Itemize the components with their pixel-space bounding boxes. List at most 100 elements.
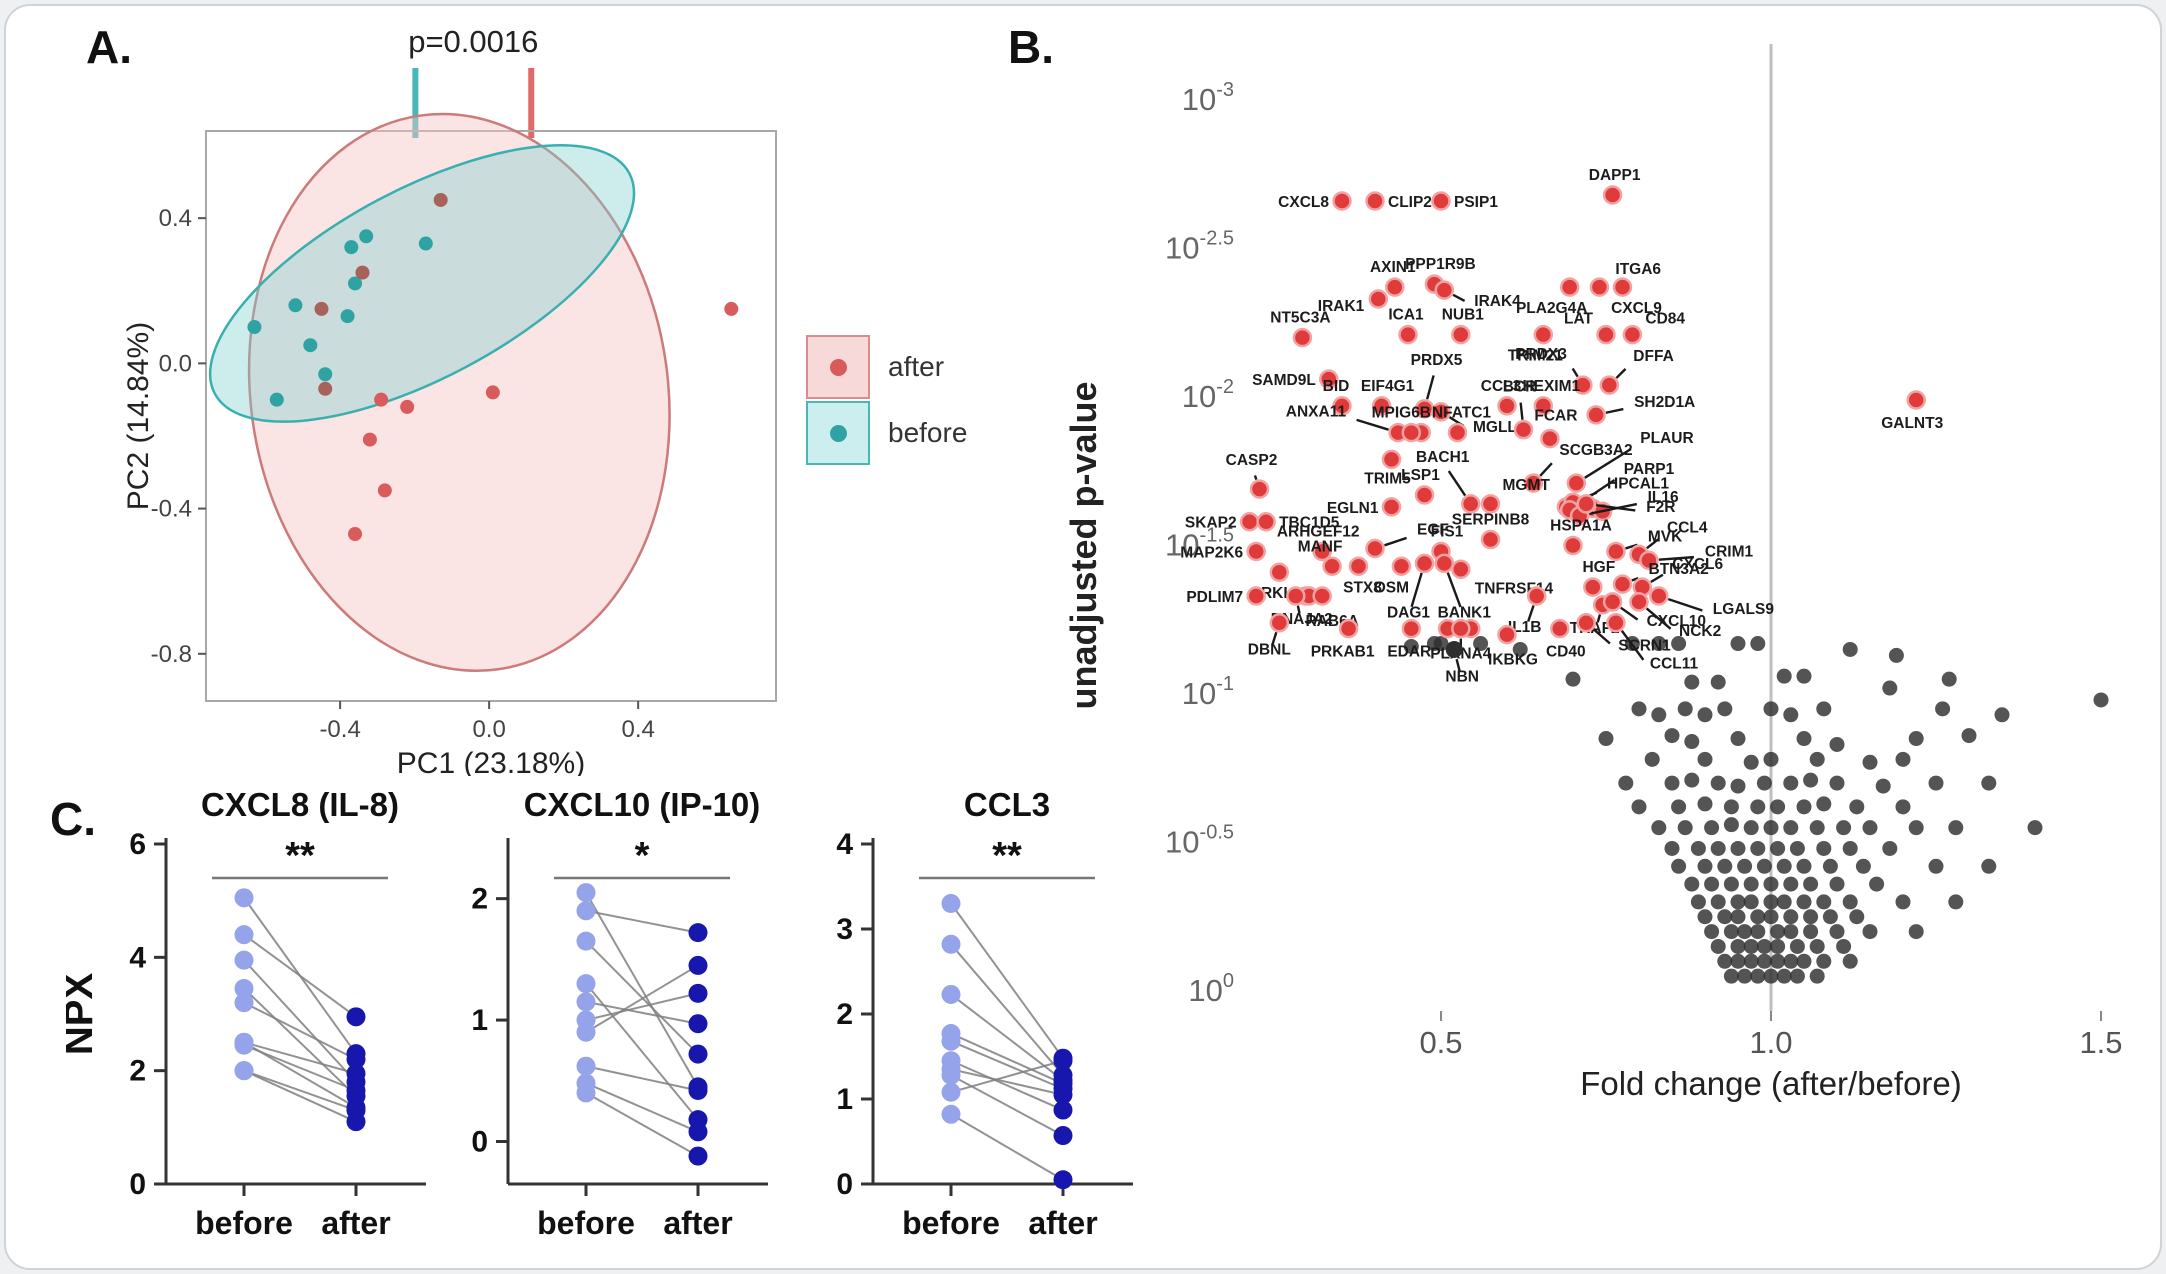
volcano-point-ns	[1948, 820, 1964, 836]
volcano-ytick: 10-2	[1182, 376, 1234, 414]
paired-xtick: before	[902, 1205, 1000, 1241]
volcano-gene-label: DBNL	[1248, 642, 1291, 659]
pair-line	[950, 1040, 1064, 1090]
volcano-point-ns	[1651, 820, 1667, 836]
volcano-point-ns	[1908, 731, 1924, 747]
volcano-point-ns	[1803, 876, 1819, 892]
pca-point-before	[247, 320, 262, 335]
volcano-point-ns	[1888, 647, 1904, 663]
volcano-point-sig	[1513, 419, 1534, 440]
label-leader-line	[1584, 447, 1632, 479]
volcano-point-ns	[1789, 938, 1805, 954]
volcano-gene-label: CCL3	[1481, 378, 1522, 395]
paired-point-before	[234, 1061, 254, 1081]
volcano-point-ns	[1869, 876, 1885, 892]
volcano-point-ns	[1750, 909, 1766, 925]
label-leader-line	[1615, 368, 1627, 379]
volcano-gene-label: CASP2	[1226, 452, 1278, 469]
volcano-point-ns	[1895, 894, 1911, 910]
volcano-gene-label: PARP1	[1624, 461, 1675, 478]
volcano-point-sig	[1540, 428, 1560, 449]
volcano-point-sig	[1434, 280, 1455, 300]
volcano-point-ns	[1783, 924, 1799, 940]
volcano-point-ns	[1783, 820, 1799, 836]
volcano-ylabel: unadjusted p-value	[1066, 381, 1104, 709]
label-leader-line	[1539, 462, 1553, 477]
pca-point-before	[288, 298, 303, 313]
volcano-point-ns	[1908, 924, 1924, 940]
panel-b-label: B.	[1008, 21, 1054, 73]
volcano-gene-label: LSP1	[1401, 467, 1440, 484]
volcano-point-ns	[1961, 728, 1977, 744]
volcano-point-ns	[1565, 671, 1581, 687]
volcano-point-sig	[1566, 473, 1587, 493]
volcano-point-sig	[1559, 277, 1580, 297]
volcano-point-ns	[1908, 820, 1924, 836]
volcano-gene-label: TRIM5	[1364, 470, 1411, 487]
paired-ytick: 2	[129, 1055, 146, 1088]
pca-p-value: p=0.0016	[408, 26, 538, 59]
legend-dot-icon	[829, 424, 847, 442]
volcano-point-sig	[1365, 191, 1385, 211]
volcano-point-ns	[1723, 876, 1739, 892]
volcano-point-sig	[1401, 618, 1422, 639]
volcano-point-ns	[1684, 876, 1700, 892]
volcano-point-sig	[1589, 277, 1610, 297]
paired-point-before	[576, 931, 596, 951]
volcano-point-ns	[1816, 894, 1832, 910]
volcano-point-ns	[1697, 751, 1713, 767]
volcano-gene-label: OSM	[1374, 579, 1409, 596]
volcano-gene-label: BID	[1323, 378, 1350, 395]
volcano-gene-label: HGF	[1582, 559, 1615, 576]
volcano-ytick: 10-1.5	[1165, 525, 1234, 563]
legend-label: before	[888, 417, 968, 448]
pca-frame	[205, 130, 777, 702]
pair-line	[585, 940, 699, 1055]
volcano-point-ns	[1723, 968, 1739, 984]
label-leader-line	[1646, 538, 1660, 550]
volcano-point-ns	[1684, 734, 1700, 750]
volcano-gene-label: ANXA11	[1286, 404, 1347, 421]
volcano-point-ns	[1789, 968, 1805, 984]
pca-point-before	[348, 276, 363, 291]
volcano-point-sig	[1451, 559, 1471, 580]
volcano-gene-label: IRAK4	[1474, 293, 1521, 310]
volcano-point-ns	[1730, 636, 1746, 652]
paired-point-after	[1053, 1126, 1073, 1146]
volcano-gene-label: MGLL	[1473, 419, 1517, 436]
volcano-point-ns	[1776, 858, 1792, 874]
volcano-point-ns	[1981, 775, 1997, 791]
volcano-point-sig	[1523, 473, 1544, 493]
volcano-point-ns	[1783, 775, 1799, 791]
pca-point-before	[269, 392, 284, 407]
volcano-point-sig	[1398, 324, 1418, 345]
volcano-gene-label: CLIP2	[1388, 194, 1432, 211]
volcano-point-ns	[1829, 736, 1845, 752]
volcano-point-ns	[1763, 751, 1779, 767]
volcano-gene-label: ICA1	[1388, 307, 1424, 324]
volcano-point-ns	[1717, 858, 1733, 874]
label-leader-line	[1356, 418, 1389, 431]
volcano-xtick: 1.5	[2079, 1025, 2122, 1060]
volcano-point-sig	[1602, 592, 1623, 612]
volcano-gene-label: SKAP2	[1185, 515, 1237, 532]
pair-line	[585, 983, 699, 1121]
volcano-point-sig	[1533, 396, 1554, 416]
volcano-point-ns	[1743, 894, 1759, 910]
pca-xtick: -0.4	[319, 716, 360, 743]
volcano-point-ns	[1743, 938, 1759, 954]
volcano-gene-label: GALNT3	[1881, 415, 1943, 432]
label-leader-line	[1620, 630, 1645, 661]
volcano-point-ns	[1737, 968, 1753, 984]
pca-point-after	[485, 385, 500, 400]
volcano-point-ns	[1855, 858, 1871, 874]
paired-point-after	[688, 983, 708, 1003]
volcano-point-sig	[1586, 405, 1606, 425]
volcano-point-sig	[1312, 586, 1332, 606]
volcano-point-ns	[1697, 796, 1713, 812]
volcano-point-sig	[1391, 556, 1412, 577]
volcano-point-ns	[1796, 668, 1812, 684]
volcano-gene-label: TRIM21	[1508, 348, 1564, 365]
paired-xtick: after	[1028, 1205, 1097, 1241]
volcano-gene-label: SERPINB8	[1452, 512, 1530, 529]
